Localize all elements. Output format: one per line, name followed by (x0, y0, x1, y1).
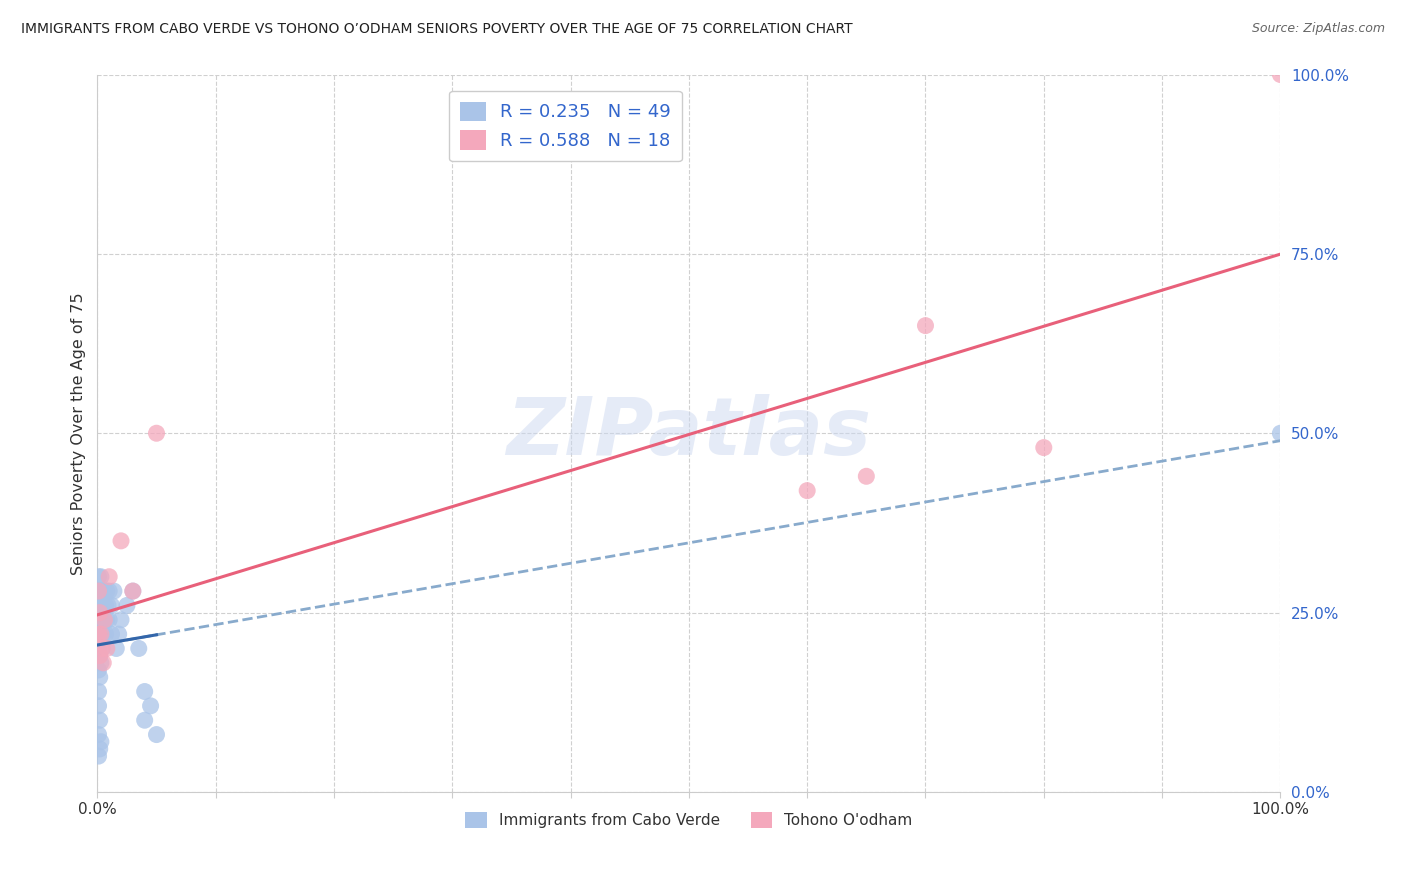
Point (89, 713, 111, 727)
Text: IMMIGRANTS FROM CABO VERDE VS TOHONO O’ODHAM SENIORS POVERTY OVER THE AGE OF 75 : IMMIGRANTS FROM CABO VERDE VS TOHONO O’O… (21, 22, 852, 37)
Text: Source: ZipAtlas.com: Source: ZipAtlas.com (1251, 22, 1385, 36)
Point (98, 613, 121, 627)
Point (91, 641, 114, 656)
Point (1270, 426, 1292, 441)
Point (96, 613, 118, 627)
Point (796, 483, 818, 498)
Point (94, 599, 117, 613)
Point (93, 584, 115, 599)
Point (87, 698, 110, 713)
Point (139, 698, 162, 713)
Point (89, 606, 111, 620)
Point (87, 663, 110, 677)
Point (87, 627, 110, 641)
Point (90, 627, 112, 641)
Point (91, 599, 114, 613)
Point (93, 613, 115, 627)
Point (91, 584, 114, 599)
Point (1270, 68, 1292, 82)
Point (121, 584, 143, 599)
Point (98, 584, 121, 599)
Point (87, 749, 110, 764)
Point (110, 533, 132, 548)
Point (91, 641, 114, 656)
Point (103, 584, 125, 599)
Point (87, 728, 110, 742)
Point (94, 627, 117, 641)
Legend: Immigrants from Cabo Verde, Tohono O'odham: Immigrants from Cabo Verde, Tohono O'odh… (460, 806, 918, 835)
Point (91, 613, 114, 627)
Point (87, 591, 110, 606)
Point (100, 627, 122, 641)
Point (87, 613, 110, 627)
Text: ZIPatlas: ZIPatlas (506, 394, 872, 472)
Point (110, 613, 132, 627)
Point (96, 641, 118, 656)
Point (89, 606, 111, 620)
Point (89, 627, 111, 641)
Point (97, 599, 120, 613)
Point (87, 570, 110, 584)
Point (91, 656, 114, 670)
Point (93, 613, 115, 627)
Point (87, 684, 110, 698)
Point (1032, 441, 1054, 455)
Point (89, 670, 111, 684)
Point (90, 656, 112, 670)
Point (87, 641, 110, 656)
Point (145, 426, 167, 441)
Point (89, 584, 111, 599)
Point (914, 318, 936, 333)
Point (134, 684, 156, 698)
Point (121, 584, 143, 599)
Point (90, 570, 112, 584)
Point (96, 584, 118, 599)
Point (91, 627, 114, 641)
Point (128, 641, 150, 656)
Point (90, 735, 112, 749)
Point (115, 599, 138, 613)
Point (98, 570, 121, 584)
Y-axis label: Seniors Poverty Over the Age of 75: Seniors Poverty Over the Age of 75 (72, 292, 86, 574)
Point (90, 599, 112, 613)
Point (89, 648, 111, 663)
Point (89, 648, 111, 663)
Point (89, 742, 111, 756)
Point (87, 584, 110, 599)
Point (100, 599, 122, 613)
Point (107, 627, 129, 641)
Point (134, 713, 156, 727)
Point (105, 641, 128, 656)
Point (855, 469, 877, 483)
Point (90, 627, 112, 641)
Point (145, 728, 167, 742)
